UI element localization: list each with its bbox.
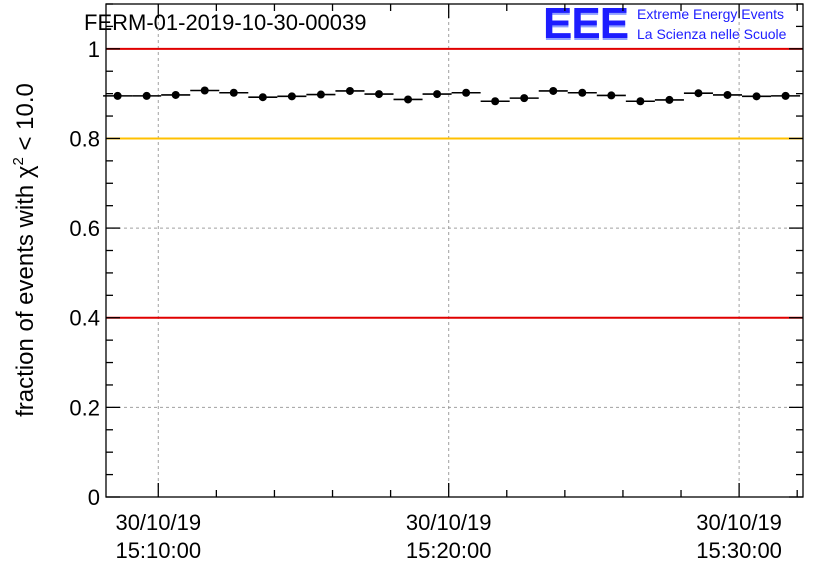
data-point (306, 90, 336, 99)
data-point (277, 92, 307, 101)
data-point-marker (491, 97, 500, 106)
chart-title: FERM-01-2019-10-30-00039 (84, 10, 367, 35)
data-point-marker (374, 90, 383, 99)
y-tick-label: 0.2 (69, 395, 100, 420)
data-point (219, 88, 249, 97)
data-point (683, 89, 713, 98)
data-point (335, 86, 365, 95)
data-point (742, 92, 772, 101)
data-layer (103, 86, 801, 106)
data-point-marker (316, 90, 325, 99)
data-point (103, 91, 133, 100)
data-point-marker (636, 97, 645, 106)
y-axis-label: fraction of events with χ2 < 10.0 (10, 83, 39, 417)
data-point-marker (258, 93, 267, 102)
data-point (248, 93, 278, 102)
data-point-marker (578, 88, 587, 97)
data-point-marker (404, 95, 413, 104)
data-point (161, 90, 191, 99)
y-tick-label: 0.8 (69, 126, 100, 151)
data-point (422, 90, 452, 99)
grid-layer (106, 4, 803, 497)
logo-line-1: Extreme Energy Events (637, 6, 785, 22)
x-tick-label-time: 15:30:00 (696, 538, 782, 563)
y-axis-label-suffix: < 10.0 (12, 83, 39, 157)
x-tick-label-time: 15:10:00 (115, 538, 201, 563)
data-point (771, 91, 801, 100)
data-point-marker (171, 90, 180, 99)
y-tick-label: 1 (88, 37, 100, 62)
threshold-layer (106, 47, 803, 319)
data-point-marker (345, 86, 354, 95)
data-point (625, 97, 655, 106)
data-point (364, 90, 394, 99)
data-point-marker (229, 88, 238, 97)
data-point-marker (694, 89, 703, 98)
axis-layer: 0 0.2 0.4 0.6 0.8 1 30/10/19 15:10:00 30/10/19 15… (69, 3, 803, 563)
data-point-marker (607, 91, 616, 100)
data-point (190, 86, 220, 95)
data-point (712, 90, 743, 99)
data-point-marker (433, 90, 442, 99)
data-point-marker (781, 91, 790, 100)
eee-logo-mark: EEE (543, 0, 629, 48)
data-point (509, 94, 539, 103)
data-point-marker (723, 90, 732, 99)
x-tick-label-time: 15:20:00 (406, 538, 492, 563)
x-tick-label-date: 30/10/19 (696, 510, 782, 535)
data-point (393, 95, 423, 104)
y-axis-label-superscript: 2 (10, 157, 27, 165)
data-point-marker (142, 91, 151, 100)
y-tick-label: 0.6 (69, 216, 100, 241)
plot-frame (105, 3, 804, 498)
data-point (451, 88, 481, 97)
data-point (480, 97, 510, 106)
logo-line-2: La Scienza nelle Scuole (637, 26, 787, 42)
data-point (596, 91, 626, 100)
data-point (654, 95, 684, 104)
x-tick-label-date: 30/10/19 (406, 510, 492, 535)
data-point-marker (520, 94, 529, 103)
data-point (132, 91, 162, 100)
data-point-marker (665, 95, 674, 104)
y-axis-label-prefix: fraction of events with χ (12, 165, 39, 417)
y-tick-label: 0 (88, 485, 100, 510)
data-point (567, 88, 597, 97)
data-point-marker (549, 86, 558, 95)
data-point-marker (200, 86, 209, 95)
x-tick-label-date: 30/10/19 (115, 510, 201, 535)
y-tick-label: 0.4 (69, 306, 100, 331)
data-point-marker (462, 88, 471, 97)
data-point-marker (752, 92, 761, 101)
data-point-marker (113, 91, 122, 100)
data-point (538, 86, 568, 95)
data-point-marker (287, 92, 296, 101)
